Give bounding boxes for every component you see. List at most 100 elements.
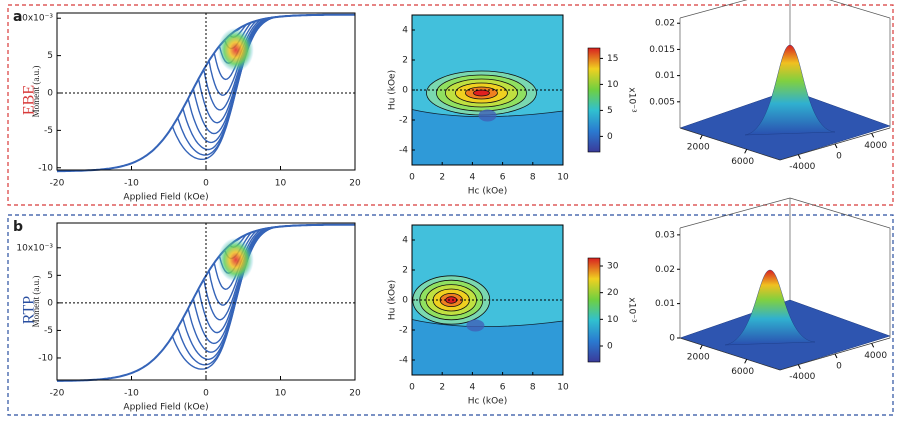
y-tick-label: -10 — [38, 353, 53, 363]
tick — [797, 154, 801, 159]
panel-letter: a — [13, 9, 22, 25]
forc-curve — [182, 14, 355, 151]
x-tick-label: 6000 — [731, 367, 754, 377]
tick — [797, 364, 801, 369]
colorbar — [587, 47, 601, 153]
y-tick-label: 2 — [402, 56, 408, 66]
y-tick-label: 0 — [836, 152, 842, 162]
x-tick-label: 10 — [557, 173, 569, 183]
z-tick-label: 0.02 — [655, 19, 675, 29]
box-edge — [679, 197, 791, 229]
contour — [473, 89, 490, 97]
colorbar-tick-label: 0 — [607, 132, 613, 142]
y-axis-label: Hu (kOe) — [388, 70, 398, 110]
surface-peak — [744, 44, 836, 136]
x-axis-label: Hc (kOe) — [468, 397, 507, 407]
x-tick-label: 10 — [275, 389, 287, 399]
x-tick-label: 2 — [439, 383, 445, 393]
tick — [834, 353, 838, 359]
x-tick-label: 8 — [530, 173, 536, 183]
y-tick-label: 0 — [402, 296, 408, 306]
colorbar — [587, 257, 601, 363]
y-tick-label: 10x10⁻³ — [16, 14, 53, 24]
panel-letter: b — [13, 219, 23, 235]
x-tick-label: 8 — [530, 383, 536, 393]
tick — [699, 134, 703, 140]
y-tick-label: -4 — [399, 146, 408, 156]
x-tick-label: 0 — [409, 173, 415, 183]
y-tick-label: -5 — [44, 326, 53, 336]
x-tick-label: 10 — [275, 179, 287, 189]
contour — [445, 296, 458, 304]
y-tick-label: -4 — [399, 356, 408, 366]
z-tick-label: 0.015 — [649, 45, 675, 55]
forc-curve — [182, 224, 355, 360]
y-tick-label: 4 — [402, 236, 408, 246]
sample-label: EBE — [21, 85, 38, 115]
z-tick-label: 0.02 — [655, 265, 675, 275]
y-axis-label: Moment (a.u.) — [31, 66, 41, 118]
colorbar-tick-label: 10 — [607, 80, 619, 90]
y-axis-label: Moment (a.u.) — [31, 276, 41, 328]
y-tick-label: -2 — [399, 326, 408, 336]
forc-heat — [217, 27, 254, 72]
y-tick-label: -4000 — [789, 372, 815, 382]
x-tick-label: 2000 — [687, 143, 710, 153]
forc-curve — [192, 224, 354, 345]
y-tick-label: 0 — [402, 86, 408, 96]
forc-curve — [192, 14, 354, 135]
negative-lobe — [466, 319, 485, 332]
colorbar-label: x10⁻³ — [627, 297, 637, 323]
y-tick-label: -5 — [44, 126, 53, 136]
colorbar-tick-label: 20 — [607, 288, 619, 298]
forc-curve — [197, 224, 355, 334]
colorbar-tick-label: 5 — [607, 106, 613, 116]
tick — [699, 344, 703, 350]
forc-heat — [217, 237, 254, 282]
y-tick-label: 4000 — [864, 351, 887, 361]
colorbar-tick-label: 10 — [607, 315, 619, 325]
y-tick-label: 5 — [47, 51, 53, 61]
x-tick-label: 6 — [500, 173, 506, 183]
y-tick-label: 10x10⁻³ — [16, 243, 53, 253]
x-tick-label: 0 — [409, 383, 415, 393]
sample-label: RTP — [21, 296, 38, 324]
y-tick-label: 0 — [47, 298, 53, 308]
y-tick-label: 4 — [402, 26, 408, 36]
x-tick-label: 2 — [439, 173, 445, 183]
colorbar-tick-label: 15 — [607, 54, 618, 64]
forc-curve — [197, 14, 355, 124]
x-tick-label: -10 — [124, 179, 139, 189]
tick — [744, 359, 748, 364]
z-tick-label: 0.01 — [655, 71, 675, 81]
y-tick-label: -10 — [38, 163, 53, 173]
negative-lobe — [478, 109, 497, 122]
y-tick-label: 0 — [47, 88, 53, 98]
box-edge — [679, 337, 781, 371]
y-tick-label: 0 — [836, 362, 842, 372]
tick — [834, 143, 838, 149]
y-tick-label: 5 — [47, 271, 53, 281]
x-tick-label: 2000 — [687, 353, 710, 363]
colorbar-tick-label: 30 — [607, 262, 619, 272]
panel-frame — [7, 214, 894, 416]
z-tick-label: 0 — [669, 334, 675, 344]
forc-curve — [177, 224, 355, 366]
forc-curve — [177, 14, 355, 156]
tick — [871, 133, 875, 138]
y-axis-label: Hu (kOe) — [388, 280, 398, 320]
colorbar-tick-label: 0 — [607, 342, 613, 352]
x-tick-label: 6000 — [731, 157, 754, 167]
x-tick-label: 0 — [203, 179, 209, 189]
box-edge — [789, 197, 891, 229]
x-tick-label: -20 — [50, 389, 65, 399]
x-tick-label: 20 — [349, 389, 361, 399]
z-tick-label: 0.03 — [655, 230, 675, 240]
colorbar-label: x10⁻³ — [627, 87, 637, 113]
box-edge — [828, 0, 891, 19]
x-tick-label: 6 — [500, 383, 506, 393]
x-tick-label: 20 — [349, 179, 361, 189]
x-tick-label: 4 — [470, 173, 476, 183]
x-tick-label: 0 — [203, 389, 209, 399]
